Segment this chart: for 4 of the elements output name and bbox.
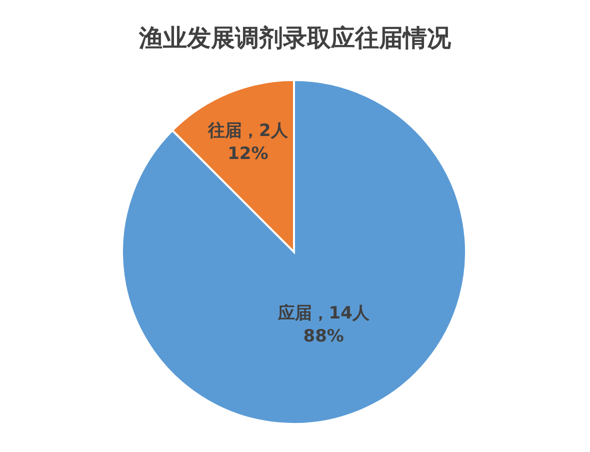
slice-label: 应届，14人 88% — [276, 304, 370, 347]
pie-slice — [121, 79, 467, 425]
slice-label: 往届，2人 12% — [207, 120, 289, 164]
chart-title: 渔业发展调剂录取应往届情况 — [138, 24, 452, 52]
